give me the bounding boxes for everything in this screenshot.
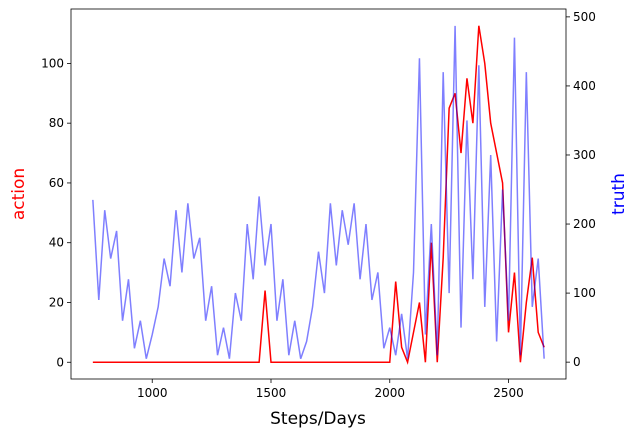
y-tick-label: 100 [41, 56, 64, 70]
x-axis-label: Steps/Days [270, 409, 366, 429]
line [92, 25, 545, 365]
y2-tick-label: 300 [573, 148, 596, 162]
y-tick-label: 20 [49, 295, 64, 309]
y2-tick-label: 400 [573, 79, 596, 93]
y2-tick-label: 200 [573, 217, 596, 231]
y2-tick-label: 500 [573, 10, 596, 24]
y-tick-label: 40 [49, 236, 64, 250]
y-tick-label: 80 [49, 116, 64, 130]
x-tick-label: 1500 [256, 386, 287, 400]
y2-axis-label: truth [609, 173, 629, 215]
y-axis-label: action [9, 168, 29, 220]
x-tick-label: 2000 [374, 386, 405, 400]
y2-tick-label: 100 [573, 286, 596, 300]
y-tick-label: 60 [49, 176, 64, 190]
plot-frame [70, 8, 567, 380]
x-tick-label: 1000 [137, 386, 168, 400]
y-tick-label: 0 [56, 355, 64, 369]
y2-tick-label: 0 [573, 355, 581, 369]
x-tick-label: 2500 [493, 386, 524, 400]
line [92, 25, 545, 359]
